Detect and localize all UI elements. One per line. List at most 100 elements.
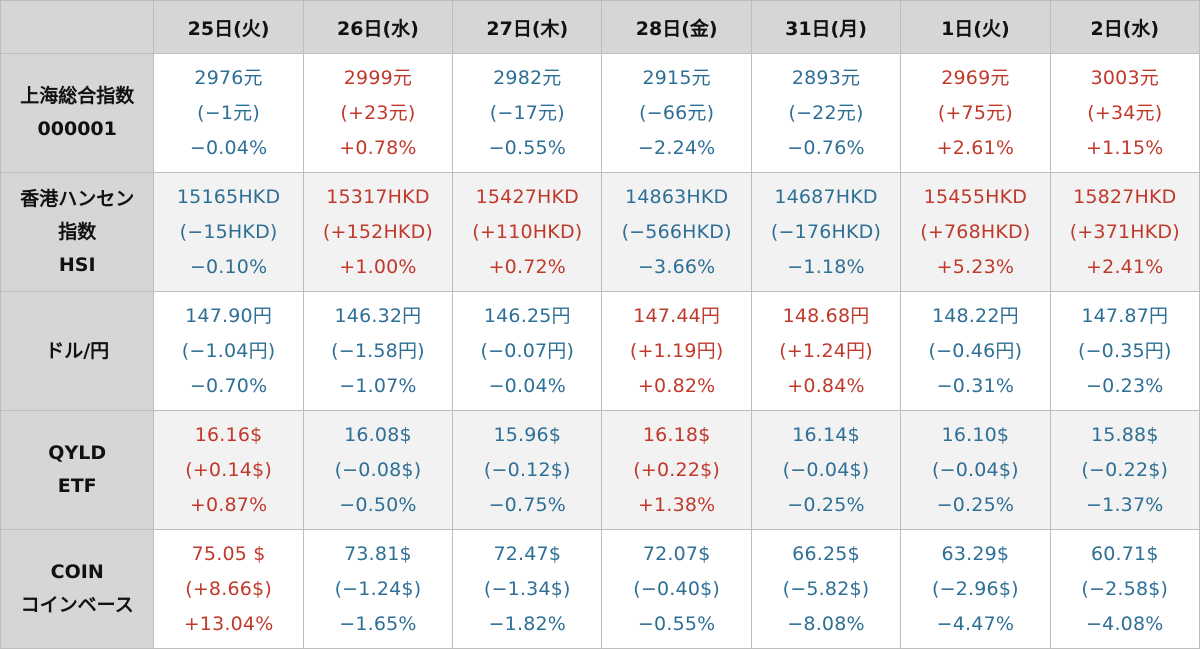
cell-percent: −0.55%	[488, 136, 567, 159]
data-cell: 14687HKD (−176HKD) −1.18%	[750, 172, 902, 292]
cell-value: 148.22円	[931, 304, 1019, 327]
table-row: 香港ハンセン 指数 HSI 15165HKD (−15HKD) −0.10% 15317HK…	[0, 172, 1200, 292]
cell-value: 147.90円	[185, 304, 273, 327]
cell-percent: −1.37%	[1086, 493, 1164, 516]
table-body: 上海総合指数 000001 2976元 (−1元) −0.04% 2999元 (+23元) +…	[0, 53, 1200, 649]
cell-percent: +2.41%	[1086, 255, 1164, 278]
cell-change: (+75元)	[937, 101, 1013, 124]
data-cell: 66.25$ (−5.82$) −8.08%	[750, 529, 902, 649]
cell-value: 14863HKD	[624, 185, 729, 208]
cell-percent: −8.08%	[787, 612, 865, 635]
cell-change: (−2.58$)	[1081, 577, 1169, 600]
data-cell: 14863HKD (−566HKD) −3.66%	[601, 172, 752, 292]
cell-change: (+371HKD)	[1069, 220, 1180, 243]
cell-percent: −1.07%	[339, 374, 417, 397]
data-cell: 15165HKD (−15HKD) −0.10%	[153, 172, 304, 292]
cell-percent: +1.15%	[1086, 136, 1164, 159]
table-row: ドル/円 147.90円 (−1.04円) −0.70% 146.32円 (−1.58円)…	[0, 291, 1200, 411]
cell-change: (−22元)	[788, 101, 864, 124]
cell-change: (+0.14$)	[185, 458, 272, 481]
cell-percent: −0.76%	[787, 136, 865, 159]
cell-value: 146.32円	[334, 304, 422, 327]
data-cell: 15455HKD (+768HKD) +5.23%	[900, 172, 1051, 292]
cell-change: (−0.04$)	[782, 458, 870, 481]
row-label-line: 香港ハンセン	[20, 187, 135, 210]
cell-change: (−66元)	[639, 101, 715, 124]
cell-change: (−1.24$)	[334, 577, 422, 600]
cell-value: 15455HKD	[923, 185, 1028, 208]
data-cell: 16.18$ (+0.22$) +1.38%	[601, 410, 752, 530]
cell-percent: +1.38%	[637, 493, 716, 516]
cell-value: 16.14$	[792, 423, 860, 446]
header-date: 1日(火)	[900, 0, 1051, 54]
cell-value: 16.18$	[642, 423, 711, 446]
cell-value: 15427HKD	[475, 185, 580, 208]
cell-percent: +5.23%	[936, 255, 1015, 278]
cell-value: 63.29$	[941, 542, 1010, 565]
data-cell: 2915元 (−66元) −2.24%	[601, 53, 752, 173]
cell-percent: −4.47%	[936, 612, 1015, 635]
cell-percent: +0.87%	[189, 493, 268, 516]
data-cell: 147.90円 (−1.04円) −0.70%	[153, 291, 304, 411]
cell-percent: −1.18%	[787, 255, 865, 278]
cell-value: 148.68円	[782, 304, 870, 327]
cell-percent: −0.23%	[1086, 374, 1164, 397]
cell-value: 2976元	[194, 66, 263, 89]
cell-change: (−0.46円)	[928, 339, 1023, 362]
cell-change: (−0.40$)	[633, 577, 721, 600]
data-cell: 15.88$ (−0.22$) −1.37%	[1049, 410, 1200, 530]
cell-value: 2999元	[343, 66, 413, 89]
cell-value: 15.88$	[1090, 423, 1159, 446]
cell-change: (−15HKD)	[179, 220, 278, 243]
table-row: 上海総合指数 000001 2976元 (−1元) −0.04% 2999元 (+23元) +…	[0, 53, 1200, 173]
cell-change: (−1元)	[197, 101, 260, 124]
header-date: 27日(木)	[452, 0, 603, 54]
data-cell: 2982元 (−17元) −0.55%	[452, 53, 603, 173]
cell-change: (−0.07円)	[480, 339, 575, 362]
header-date: 26日(水)	[302, 0, 454, 54]
cell-value: 16.16$	[194, 423, 263, 446]
cell-percent: −2.24%	[637, 136, 716, 159]
data-cell: 2893元 (−22元) −0.76%	[750, 53, 902, 173]
header-corner	[0, 0, 155, 54]
cell-value: 72.47$	[493, 542, 562, 565]
cell-percent: +1.00%	[339, 255, 417, 278]
cell-value: 15165HKD	[176, 185, 281, 208]
data-cell: 15427HKD (+110HKD) +0.72%	[452, 172, 603, 292]
header-row: 25日(火) 26日(水) 27日(木) 28日(金) 31日(月) 1日(火)…	[0, 0, 1200, 54]
data-cell: 2999元 (+23元) +0.78%	[302, 53, 454, 173]
cell-percent: −4.08%	[1086, 612, 1164, 635]
cell-change: (+34元)	[1087, 101, 1163, 124]
cell-percent: −0.31%	[936, 374, 1015, 397]
row-label-line: QYLD	[48, 442, 107, 464]
cell-value: 2969元	[941, 66, 1010, 89]
data-cell: 15827HKD (+371HKD) +2.41%	[1049, 172, 1200, 292]
cell-change: (+0.22$)	[633, 458, 721, 481]
cell-value: 14687HKD	[774, 185, 878, 208]
cell-value: 60.71$	[1090, 542, 1159, 565]
cell-value: 73.81$	[344, 542, 412, 565]
row-label: 上海総合指数 000001	[0, 53, 155, 173]
cell-change: (−1.04円)	[181, 339, 276, 362]
cell-percent: −0.25%	[787, 493, 865, 516]
cell-change: (−176HKD)	[770, 220, 882, 243]
cell-percent: −0.04%	[189, 136, 268, 159]
data-cell: 147.44円 (+1.19円) +0.82%	[601, 291, 752, 411]
data-cell: 147.87円 (−0.35円) −0.23%	[1049, 291, 1200, 411]
cell-value: 15827HKD	[1073, 185, 1177, 208]
cell-value: 147.44円	[633, 304, 721, 327]
cell-value: 146.25円	[483, 304, 571, 327]
cell-value: 2893元	[791, 66, 861, 89]
cell-value: 2915元	[642, 66, 711, 89]
cell-percent: +0.82%	[637, 374, 716, 397]
data-cell: 63.29$ (−2.96$) −4.47%	[900, 529, 1051, 649]
cell-value: 3003元	[1090, 66, 1159, 89]
cell-change: (−0.35円)	[1077, 339, 1172, 362]
cell-percent: +0.78%	[339, 136, 417, 159]
cell-value: 66.25$	[792, 542, 860, 565]
cell-value: 2982元	[493, 66, 562, 89]
cell-change: (+768HKD)	[920, 220, 1031, 243]
cell-change: (+152HKD)	[322, 220, 434, 243]
header-date: 25日(火)	[153, 0, 304, 54]
cell-value: 16.10$	[941, 423, 1010, 446]
